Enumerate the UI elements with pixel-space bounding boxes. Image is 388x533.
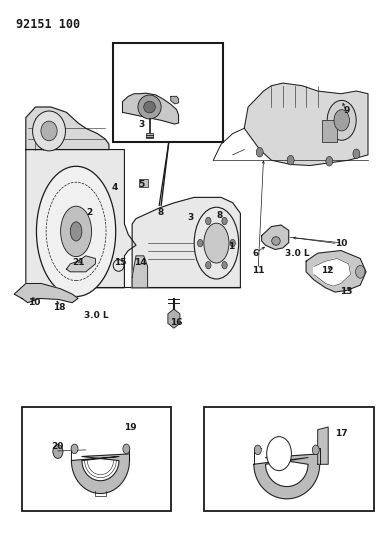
Bar — [204, 407, 374, 511]
Ellipse shape — [204, 223, 229, 263]
Polygon shape — [244, 83, 368, 165]
Text: 2.2  2.5 L ENGINE: 2.2 2.5 L ENGINE — [52, 495, 141, 504]
Polygon shape — [262, 225, 289, 249]
Ellipse shape — [41, 121, 57, 141]
Text: 6: 6 — [253, 249, 259, 258]
Bar — [322, 120, 337, 142]
Text: 12: 12 — [321, 266, 334, 275]
Ellipse shape — [138, 95, 161, 119]
Circle shape — [71, 444, 78, 454]
Text: 8: 8 — [216, 212, 222, 221]
Polygon shape — [66, 256, 95, 272]
Polygon shape — [171, 96, 178, 104]
Polygon shape — [14, 284, 78, 303]
Bar — [146, 133, 152, 138]
Ellipse shape — [36, 166, 116, 296]
Circle shape — [326, 157, 333, 166]
Circle shape — [230, 239, 236, 247]
Circle shape — [356, 265, 365, 278]
Ellipse shape — [70, 222, 82, 241]
Polygon shape — [132, 256, 147, 288]
Text: 3.0 L ENGINE: 3.0 L ENGINE — [256, 409, 322, 418]
Text: 3.0 L: 3.0 L — [84, 311, 108, 320]
Text: 21: 21 — [72, 258, 84, 266]
Circle shape — [222, 262, 227, 269]
Text: 15: 15 — [114, 259, 127, 267]
Text: 8: 8 — [157, 208, 163, 217]
Text: 2: 2 — [87, 208, 93, 217]
Ellipse shape — [272, 237, 280, 245]
Circle shape — [206, 262, 211, 269]
Text: 17: 17 — [334, 430, 347, 439]
Text: 5: 5 — [139, 180, 145, 189]
Text: 16: 16 — [170, 318, 183, 327]
Polygon shape — [306, 251, 366, 292]
Circle shape — [222, 217, 227, 225]
Circle shape — [197, 239, 203, 247]
Ellipse shape — [194, 207, 239, 279]
Text: 3: 3 — [139, 119, 145, 128]
Circle shape — [353, 149, 360, 159]
Ellipse shape — [334, 110, 350, 131]
Circle shape — [254, 445, 261, 455]
Polygon shape — [26, 150, 136, 288]
Ellipse shape — [61, 206, 92, 257]
Circle shape — [256, 148, 263, 157]
Text: 92151 100: 92151 100 — [16, 18, 80, 31]
Ellipse shape — [33, 111, 66, 151]
Text: 13: 13 — [340, 287, 353, 296]
Text: 18: 18 — [53, 303, 66, 312]
Text: 14: 14 — [133, 259, 146, 267]
Text: 11: 11 — [251, 266, 264, 274]
Polygon shape — [314, 259, 351, 286]
Circle shape — [206, 217, 211, 225]
Circle shape — [267, 437, 291, 471]
Text: 19: 19 — [124, 423, 137, 432]
Bar — [22, 407, 171, 511]
Text: 3: 3 — [187, 213, 193, 222]
Polygon shape — [26, 107, 109, 150]
Polygon shape — [318, 427, 328, 464]
Text: 3.0 L: 3.0 L — [285, 249, 310, 258]
Circle shape — [287, 156, 294, 165]
Polygon shape — [71, 454, 130, 494]
Circle shape — [53, 445, 63, 458]
Polygon shape — [254, 454, 320, 499]
Text: 4: 4 — [112, 183, 118, 192]
Circle shape — [312, 445, 319, 455]
Polygon shape — [123, 93, 178, 124]
Circle shape — [123, 444, 130, 454]
Text: 9: 9 — [343, 106, 350, 115]
Text: 10: 10 — [29, 298, 41, 307]
Text: 10: 10 — [335, 239, 347, 248]
Text: 1: 1 — [228, 242, 234, 251]
Ellipse shape — [327, 100, 356, 140]
Text: 20: 20 — [52, 442, 64, 451]
Polygon shape — [132, 197, 241, 288]
Ellipse shape — [144, 101, 155, 113]
Bar — [113, 43, 223, 142]
Bar — [139, 179, 147, 187]
